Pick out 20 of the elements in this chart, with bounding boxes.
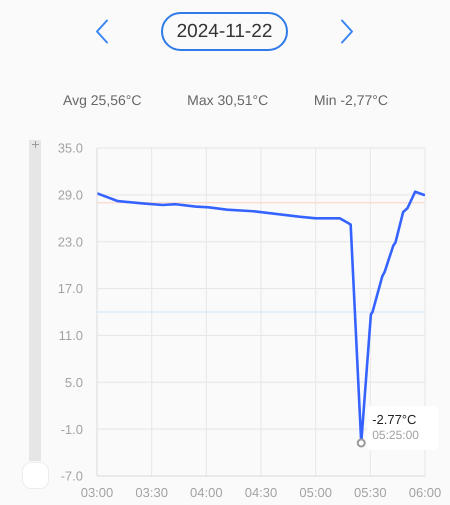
y-tick-label: 11.0 — [58, 328, 83, 344]
y-tick-label: 5.0 — [64, 374, 83, 390]
y-tick-label: -7.0 — [60, 468, 83, 484]
x-tick-label: 04:30 — [244, 485, 278, 500]
y-tick-label: 17.0 — [58, 281, 83, 296]
x-tick-label: 05:00 — [299, 485, 332, 500]
x-tick-label: 04:00 — [190, 485, 223, 500]
x-tick-label: 03:00 — [80, 485, 114, 500]
date-field: 2024-11-22 — [161, 12, 288, 51]
chart-title: 2024-11-22 — [176, 20, 272, 42]
x-tick-label: 05:30 — [354, 485, 387, 500]
y-tick-label: -1.0 — [60, 422, 83, 437]
y-tick-label: 29.0 — [58, 187, 83, 202]
text: Avg 25,56°C — [63, 92, 142, 108]
y-tick-label: 23.0 — [58, 234, 83, 250]
y-tick-label: 35.0 — [58, 140, 83, 156]
x-tick-label: 06:00 — [408, 485, 442, 500]
text: Max 30,51°C — [187, 92, 268, 108]
text: Min -2,77°C — [314, 92, 388, 108]
x-tick-label: 03:30 — [135, 485, 168, 500]
